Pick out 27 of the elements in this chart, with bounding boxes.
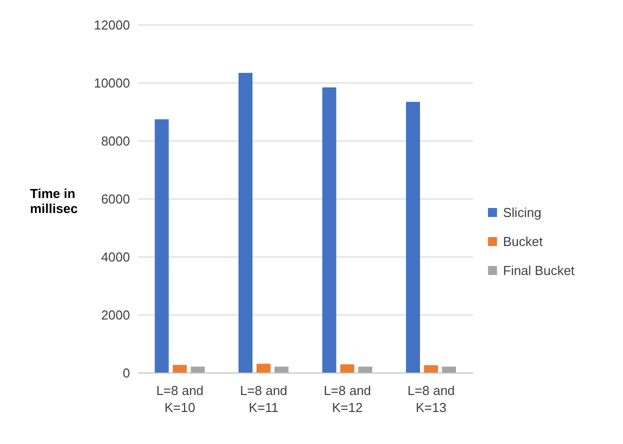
y-tick-label: 10000 [94,76,130,91]
x-tick-label: L=8 and K=13 [407,383,455,415]
y-tick-label: 6000 [101,192,130,207]
bar [274,366,288,373]
bar [238,72,252,373]
legend-label: Bucket [503,234,543,249]
x-tick-label: L=8 and K=12 [324,383,372,415]
y-tick-label: 8000 [101,134,130,149]
bar [256,364,270,373]
y-tick-label: 12000 [94,18,130,33]
bar [442,366,456,373]
legend-label: Final Bucket [503,263,575,278]
bar [154,119,169,373]
x-tick-label: L=8 and K=10 [156,383,204,415]
legend-label: Slicing [503,205,542,220]
bar [322,87,336,373]
bar [172,364,187,373]
bar [406,102,420,373]
bar [424,365,438,373]
bar [340,364,354,373]
x-tick-label: L=8 and K=11 [240,383,288,415]
y-tick-label: 4000 [101,250,130,265]
bar [358,366,372,373]
y-tick-label: 2000 [101,308,130,323]
bar [190,366,205,373]
y-axis-title: Time in millisec [30,186,79,216]
y-tick-label: 0 [122,366,130,381]
